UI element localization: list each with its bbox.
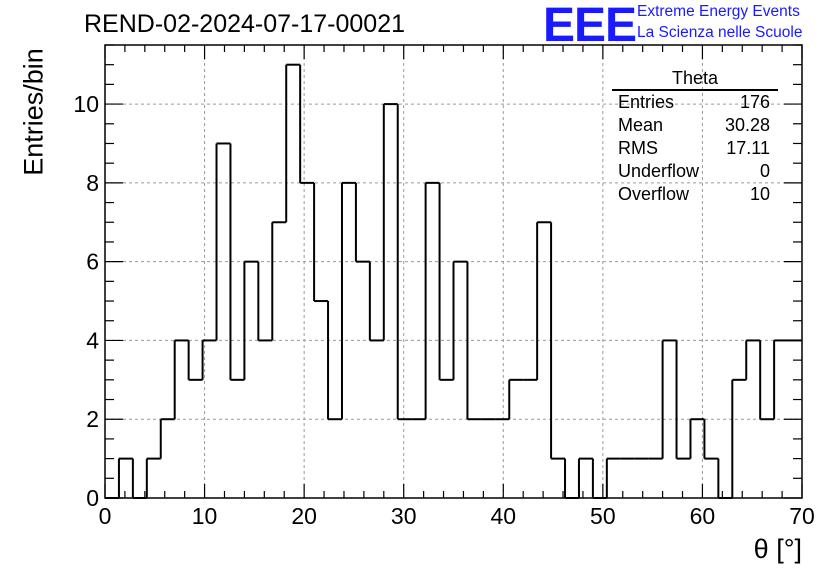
stats-value: 0 — [759, 161, 770, 181]
x-tick-label: 0 — [99, 503, 112, 529]
stats-row-underflow: Underflow 0 — [612, 160, 778, 183]
stats-title: Theta — [612, 68, 778, 91]
stats-label: Mean — [618, 115, 664, 135]
stats-value: 30.28 — [724, 115, 770, 135]
x-tick-label: 40 — [490, 503, 516, 529]
stats-box: Theta Entries 176 Mean 30.28 RMS 17.11 Underfl… — [612, 68, 778, 206]
x-tick-label: 50 — [590, 503, 616, 529]
x-axis-label: θ [°] — [753, 534, 802, 564]
y-tick-label: 10 — [73, 91, 99, 117]
x-tick-label: 60 — [690, 503, 716, 529]
stats-label: Overflow — [618, 184, 690, 204]
stats-row-overflow: Overflow 10 — [612, 183, 778, 206]
stats-label: RMS — [618, 138, 658, 158]
run-title: REND-02-2024-07-17-00021 — [84, 10, 406, 38]
x-tick-label: 10 — [192, 503, 218, 529]
stats-label: Entries — [618, 92, 675, 112]
logo-line-1: Extreme Energy Events — [637, 3, 800, 20]
stats-row-rms: RMS 17.11 — [612, 137, 778, 160]
stats-value: 17.11 — [726, 138, 770, 158]
x-tick-label: 70 — [789, 503, 815, 529]
stats-value: 176 — [739, 92, 770, 112]
y-tick-label: 8 — [86, 170, 99, 196]
stats-value: 10 — [749, 184, 770, 204]
y-tick-label: 0 — [86, 485, 99, 511]
y-tick-label: 4 — [86, 327, 99, 353]
stats-row-mean: Mean 30.28 — [612, 114, 778, 137]
y-tick-label: 6 — [86, 249, 99, 275]
x-tick-label: 20 — [291, 503, 317, 529]
stats-row-entries: Entries 176 — [612, 91, 778, 114]
stats-label: Underflow — [618, 161, 700, 181]
plot-frame — [104, 44, 803, 499]
x-tick-label: 30 — [391, 503, 417, 529]
logo-line-2: La Scienza nelle Scuole — [637, 24, 803, 41]
y-tick-label: 2 — [86, 406, 99, 432]
eee-logo: EEE — [543, 0, 637, 52]
